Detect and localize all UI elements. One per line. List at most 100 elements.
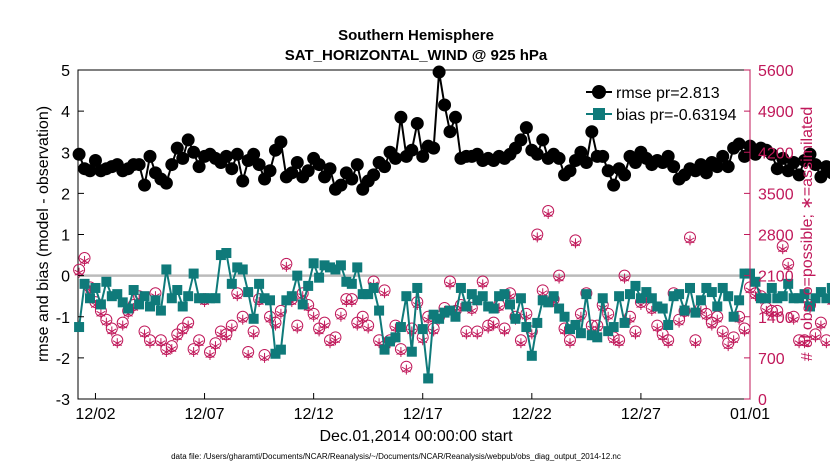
bias-point [281,295,292,306]
assimilated-obs-point [101,317,111,328]
y-axis-right-label: # of obs: o=possible; ∗=assimilated [799,107,816,361]
rmse-point [176,151,190,165]
bias-point [439,307,450,318]
assimilated-obs-point [565,338,575,349]
rmse-point [699,166,713,180]
bias-point [799,289,810,300]
bias-point [445,305,455,316]
bias-point [210,293,221,304]
series-layer [72,65,830,384]
bias-point [341,276,352,287]
bias-point [570,319,581,330]
assimilated-obs-point [789,314,799,325]
assimilated-obs-point [379,288,390,299]
legend-rmse-label: rmse pr=2.813 [616,85,720,102]
bias-point [412,282,423,293]
bias-point [434,313,445,324]
bias-point [79,278,90,289]
bias-point [614,291,625,302]
y-left-tick-label: 1 [61,228,70,245]
bias-point [85,293,95,304]
y-right-tick-label: 700 [758,351,785,368]
bias-point [292,270,303,281]
bias-point [815,287,826,298]
bias-point [663,319,674,330]
rmse-point [607,178,621,192]
rmse-point [738,149,752,163]
assimilated-obs-point [347,297,357,308]
plot-area: -3 -2 -1 0 1 2 3 4 5 0 700 1400 2100 2800 3500 4200 4900… [56,63,830,423]
bias-point [106,291,117,302]
assimilated-obs-point [156,338,166,349]
bias-point [95,299,106,310]
bias-point [739,268,750,279]
bias-point [543,297,554,308]
bias-point [314,272,325,283]
y-left-tick-label: 5 [61,63,70,80]
rmse-point [803,147,817,161]
bias-point [690,307,701,318]
bias-point [226,278,237,289]
data-file-footnote: data file: /Users/gharamti/Documents/NCA… [171,452,621,461]
chart-title-line2: SAT_HORIZONTAL_WIND @ 925 hPa [285,47,548,64]
assimilated-obs-point [319,320,330,331]
rmse-point [710,160,724,174]
assimilated-obs-point [189,347,199,357]
bias-point [259,293,270,304]
assimilated-obs-point [674,317,684,328]
rmse-point [563,164,577,178]
bias-point [554,303,565,314]
rmse-point [252,158,266,172]
bias-point [466,289,477,300]
assimilated-obs-point [358,314,368,325]
bias-point [232,262,243,273]
x-tick-label: 12/02 [75,406,115,423]
y-left-tick-label: 2 [61,186,70,203]
assimilated-obs-point [658,332,668,343]
bias-point [357,289,368,300]
rmse-point [192,160,206,174]
assimilated-obs-point [281,261,291,272]
rmse-point [536,133,550,147]
bias-point [406,346,417,357]
assimilated-obs-point [554,273,564,284]
bias-point [761,293,772,304]
rmse-series-line [78,71,830,192]
chart-title-line1: Southern Hemisphere [338,27,494,44]
bias-point [712,301,723,312]
y-right-tick-label: 4900 [758,104,794,121]
bias-point [810,293,821,304]
rmse-point [574,145,588,159]
bias-point [548,291,559,302]
bias-point [652,301,663,312]
rmse-point [345,172,359,186]
assimilated-obs-point [729,335,739,346]
bias-point [728,311,739,322]
bias-point [90,282,101,293]
bias-point [335,260,346,271]
y-left-tick-label: 3 [61,145,70,162]
rmse-point [667,160,681,174]
bias-point [630,280,641,291]
y-right-tick-label: 3500 [758,186,794,203]
y-right-tick-label: 4200 [758,145,794,162]
rmse-point [519,121,533,135]
rmse-point [443,125,457,139]
rmse-point [72,147,86,161]
assimilated-obs-point [718,329,728,340]
rmse-point [721,160,735,174]
x-tick-label: 12/12 [294,406,334,423]
assimilated-obs-point [472,329,482,340]
assimilated-obs-point [685,235,695,246]
rmse-point [230,147,244,161]
bias-point [275,344,286,355]
rmse-point [263,164,277,178]
assimilated-obs-point [118,320,128,331]
rmse-point [170,141,184,155]
bias-point [826,282,830,293]
bias-point [123,303,134,314]
assimilated-obs-point [652,323,662,334]
bias-point [155,305,166,316]
bias-point [199,293,210,304]
assimilated-obs-point [336,311,346,322]
